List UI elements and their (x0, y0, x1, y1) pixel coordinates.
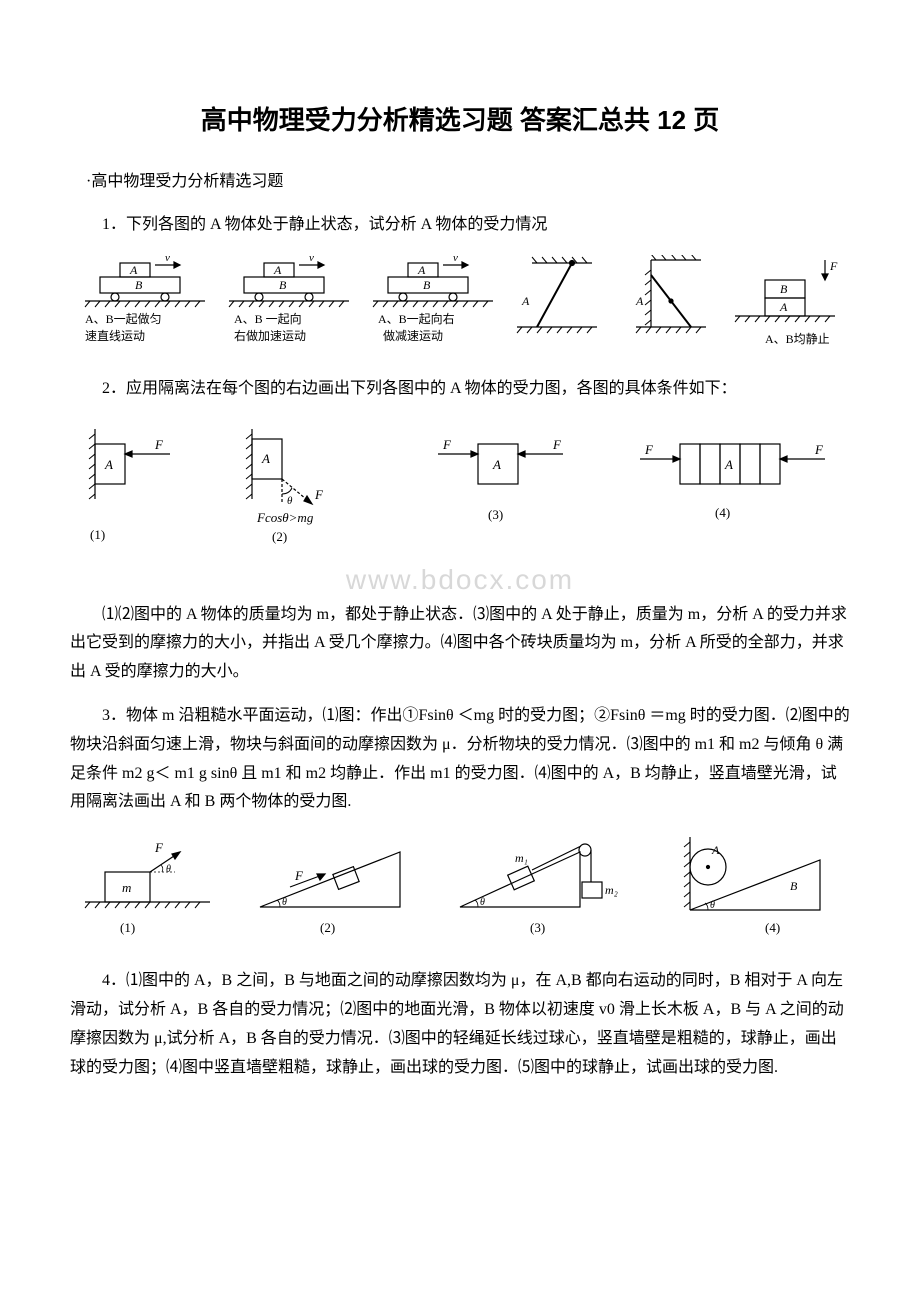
figure-row-2: A F (1) A θ F Fcosθ>mg (2) (70, 419, 850, 549)
svg-text:m₁: m₁ (515, 851, 528, 865)
fig-1-4: A (512, 255, 607, 350)
svg-text:A: A (521, 294, 530, 308)
svg-text:B: B (135, 278, 143, 292)
svg-text:速直线运动: 速直线运动 (85, 329, 145, 343)
svg-text:F: F (644, 442, 654, 457)
subtitle: ·高中物理受力分析精选习题 (70, 167, 850, 191)
svg-text:A: A (261, 451, 270, 466)
fig-3-1: m θ F (1) (80, 832, 230, 942)
fig-1-5: A (621, 255, 716, 350)
svg-text:A、B 一起向: A、B 一起向 (234, 311, 302, 326)
svg-text:θ: θ (480, 897, 485, 908)
svg-text:A: A (273, 263, 282, 277)
svg-text:A、B一起向右: A、B一起向右 (378, 311, 455, 326)
svg-text:(4): (4) (765, 920, 780, 935)
svg-text:(1): (1) (90, 527, 105, 542)
svg-text:A: A (129, 263, 138, 277)
svg-text:A: A (417, 263, 426, 277)
svg-text:v: v (309, 255, 314, 264)
fig-1-6: F B A A、B均静止 (730, 255, 840, 350)
svg-text:θ: θ (166, 864, 171, 875)
svg-text:B: B (790, 879, 798, 893)
svg-text:m₂: m₂ (605, 883, 618, 897)
svg-text:m: m (122, 880, 131, 895)
svg-text:F: F (442, 437, 452, 452)
problem-2: 2．应用隔离法在每个图的右边画出下列各图中的 A 物体的受力图，各图的具体条件如… (70, 375, 850, 404)
svg-text:A: A (779, 300, 788, 314)
fig-3-2: F θ (2) (250, 832, 430, 942)
svg-text:B: B (279, 278, 287, 292)
svg-text:A、B一起做匀: A、B一起做匀 (85, 311, 162, 326)
svg-text:(3): (3) (488, 507, 503, 522)
svg-text:v: v (453, 255, 458, 264)
problem-1: 1．下列各图的 A 物体处于静止状态，试分析 A 物体的受力情况 (70, 211, 850, 240)
svg-text:θ: θ (710, 900, 715, 911)
svg-text:F: F (814, 442, 824, 457)
svg-text:A: A (492, 457, 501, 472)
svg-text:A: A (724, 457, 733, 472)
svg-text:A: A (104, 457, 113, 472)
svg-text:A、B均静止: A、B均静止 (765, 332, 830, 346)
svg-text:(4): (4) (715, 505, 730, 520)
figure-row-1: A v B A、B一起做匀 速直线运动 A (70, 255, 850, 350)
svg-text:Fcosθ>mg: Fcosθ>mg (256, 510, 314, 525)
svg-text:F: F (829, 259, 838, 273)
svg-text:(3): (3) (530, 920, 545, 935)
svg-text:F: F (314, 487, 324, 502)
svg-text:(2): (2) (272, 529, 287, 544)
svg-text:A: A (635, 294, 644, 308)
svg-text:(2): (2) (320, 920, 335, 935)
svg-text:做减速运动: 做减速运动 (383, 328, 443, 343)
fig-3-4: A B θ (4) (670, 832, 840, 942)
svg-text:F: F (154, 840, 164, 855)
fig-2-3: A F F (3) (403, 419, 603, 549)
svg-text:B: B (780, 282, 788, 296)
svg-text:θ: θ (287, 495, 293, 507)
svg-text:θ: θ (282, 897, 287, 908)
figure-row-3: m θ F (1) F θ (70, 832, 850, 942)
fig-2-4: A F F (4) (610, 419, 840, 549)
fig-2-1: A F (1) (80, 419, 230, 549)
svg-text:B: B (423, 278, 431, 292)
svg-text:右做加速运动: 右做加速运动 (234, 328, 306, 343)
svg-text:F: F (294, 868, 304, 883)
fig-1-1: A v B A、B一起做匀 速直线运动 (80, 255, 210, 350)
problem-3: 3．物体 m 沿粗糙水平面运动，⑴图：作出①Fsinθ ＜mg 时的受力图；②F… (70, 702, 850, 817)
svg-text:(1): (1) (120, 920, 135, 935)
fig-3-3: m₁ m₂ θ (3) (450, 832, 650, 942)
problem-2-detail: ⑴⑵图中的 A 物体的质量均为 m，都处于静止状态．⑶图中的 A 处于静止，质量… (70, 601, 850, 687)
fig-2-2: A θ F Fcosθ>mg (2) (237, 419, 397, 549)
svg-text:A: A (711, 843, 720, 857)
svg-text:F: F (552, 437, 562, 452)
watermark: www.bdocx.com (70, 564, 850, 596)
svg-text:F: F (154, 437, 164, 452)
fig-1-3: A v B A、B一起向右 做减速运动 (368, 255, 498, 350)
page-title: 高中物理受力分析精选习题 答案汇总共 12 页 (70, 100, 850, 137)
problem-4: 4．⑴图中的 A，B 之间，B 与地面之间的动摩擦因数均为 μ，在 A,B 都向… (70, 967, 850, 1082)
fig-1-2: A v B A、B 一起向 右做加速运动 (224, 255, 354, 350)
svg-text:v: v (165, 255, 170, 264)
